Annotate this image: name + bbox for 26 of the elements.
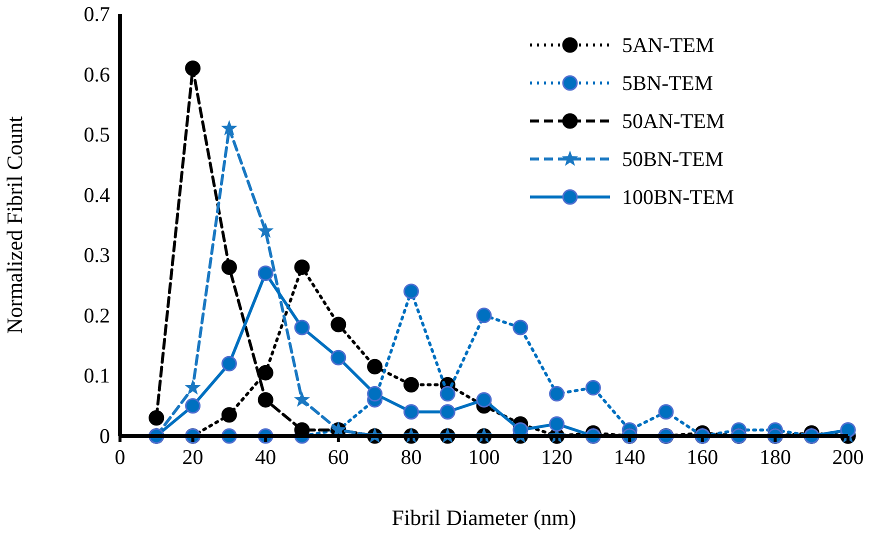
x-tick-label: 100 [468, 445, 500, 469]
x-tick-label: 20 [182, 445, 204, 469]
x-tick-label: 140 [614, 445, 646, 469]
y-tick-label: 0 [100, 424, 110, 448]
y-tick-label: 0.4 [84, 182, 110, 207]
legend-label: 5AN-TEM [622, 33, 714, 57]
legend-label: 5BN-TEM [622, 71, 714, 95]
x-tick-label: 120 [541, 445, 573, 469]
legend-label: 100BN-TEM [622, 185, 734, 209]
x-tick-label: 200 [832, 445, 864, 469]
x-tick-label: 160 [686, 445, 718, 469]
y-axis-title: Normalized Fibril Count [2, 116, 27, 334]
x-tick-label: 40 [255, 445, 276, 469]
x-tick-label: 60 [328, 445, 349, 469]
y-tick-label: 0.7 [84, 2, 110, 26]
x-axis-title: Fibril Diameter (nm) [392, 505, 576, 530]
x-tick-label: 180 [759, 445, 791, 469]
legend-label: 50AN-TEM [622, 109, 725, 133]
x-tick-label: 80 [400, 445, 422, 469]
y-tick-label: 0.5 [84, 122, 110, 147]
legend-label: 50BN-TEM [622, 147, 724, 171]
y-tick-label: 0.6 [84, 62, 110, 86]
y-tick-label: 0.1 [84, 364, 110, 388]
y-tick-label: 0.3 [84, 243, 110, 268]
x-tick-label: 0 [114, 445, 126, 469]
y-tick-label: 0.2 [84, 303, 110, 328]
